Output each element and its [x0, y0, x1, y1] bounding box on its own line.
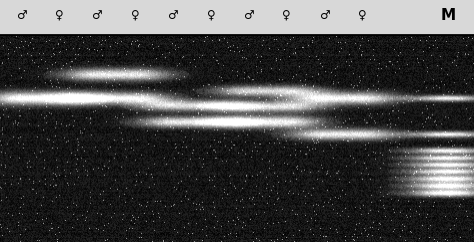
- Text: ♂: ♂: [243, 8, 254, 22]
- Text: M: M: [440, 8, 456, 23]
- Text: ♂: ♂: [16, 8, 26, 22]
- Text: ♀: ♀: [55, 8, 64, 22]
- Text: ♀: ♀: [283, 8, 291, 22]
- Text: ♀: ♀: [358, 8, 367, 22]
- Text: ♂: ♂: [91, 8, 102, 22]
- Text: ♀: ♀: [207, 8, 215, 22]
- Text: ♀: ♀: [131, 8, 139, 22]
- Text: ♂: ♂: [319, 8, 329, 22]
- Text: ♂: ♂: [167, 8, 178, 22]
